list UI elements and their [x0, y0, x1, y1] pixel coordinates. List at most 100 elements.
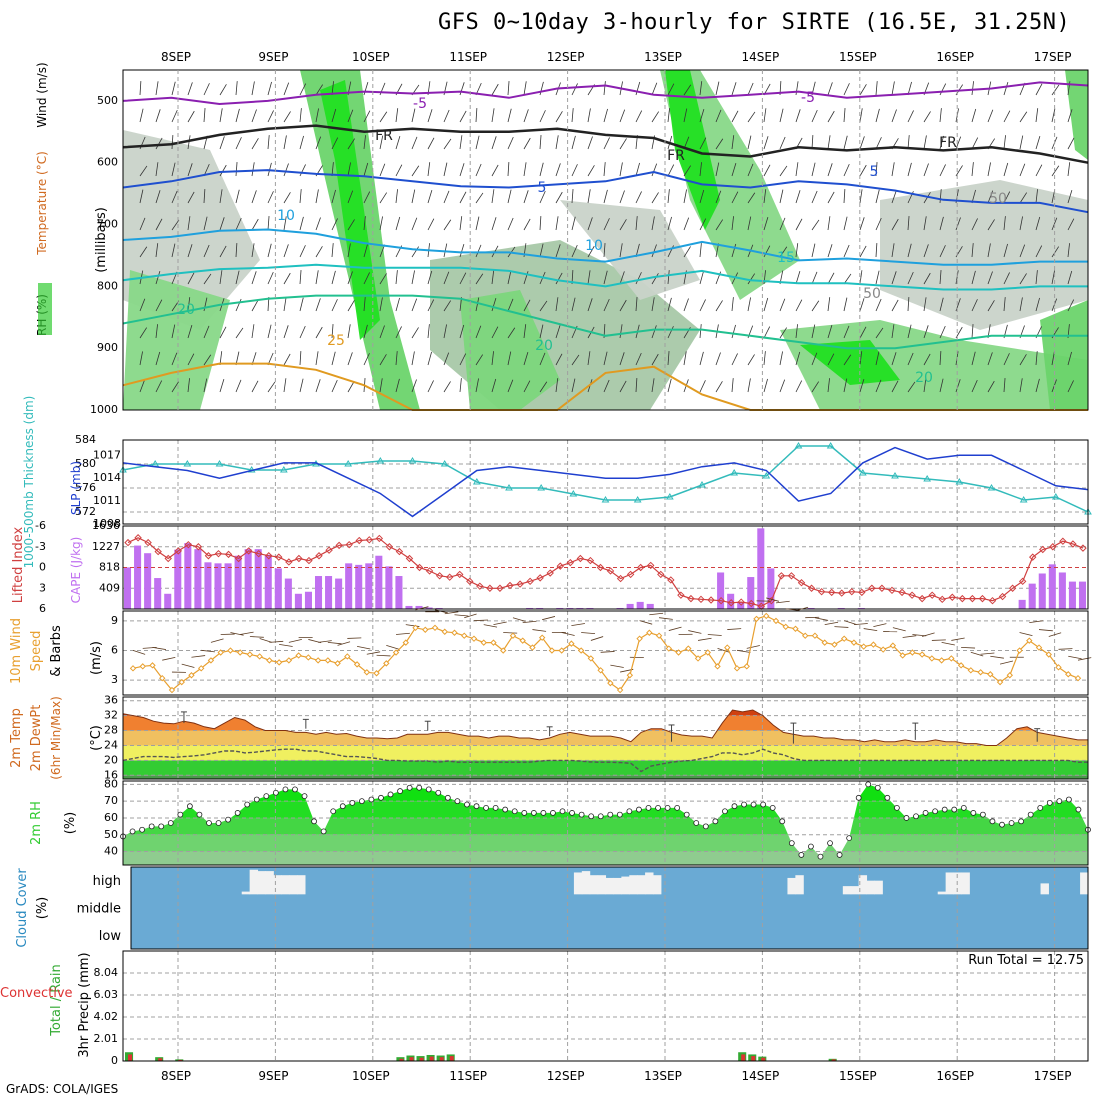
contour-label: 5 — [870, 164, 879, 180]
wind-barb — [376, 654, 391, 657]
wind-barb — [523, 271, 529, 285]
wind-barb — [811, 243, 816, 258]
lifted-index-marker — [858, 588, 866, 597]
thickness-marker — [730, 469, 739, 476]
rh-shading — [1040, 300, 1088, 410]
wind-barb — [411, 189, 416, 204]
wind-barb — [853, 623, 868, 626]
lifted-index-marker — [888, 586, 896, 595]
precip-conv-bar — [449, 1056, 454, 1061]
wind-speed-marker — [334, 660, 341, 667]
x-tick-top: 14SEP — [742, 50, 780, 64]
cape-tick: 1227 — [92, 540, 120, 553]
wind-barb — [203, 273, 212, 285]
wind-barb — [315, 298, 321, 312]
wind-barb — [971, 137, 979, 150]
lifted-index-marker — [144, 538, 152, 547]
thickness-marker — [987, 484, 996, 491]
wind-barb — [961, 646, 976, 649]
lifted-index-marker — [817, 588, 826, 596]
wind-barb — [939, 135, 944, 150]
cape-bar — [616, 607, 624, 609]
wind-barb — [443, 381, 451, 393]
rh-marker — [530, 810, 537, 816]
wind-speed-marker — [577, 647, 585, 654]
wind-barb — [747, 135, 752, 150]
cape-bar — [144, 553, 152, 609]
rh-marker — [817, 853, 824, 860]
wind-barb — [203, 354, 212, 366]
cape-bar — [717, 572, 725, 609]
temp-band — [123, 745, 1088, 761]
wind-axis-label-d: (m/s) — [89, 641, 104, 675]
slp-thickness-panel: 572 576 580 584 1008 1011 1014 1017 1000-500mb T… — [22, 396, 1092, 568]
cape-bar — [274, 568, 282, 609]
wind-speed-marker — [392, 649, 400, 656]
wind-barb — [1067, 109, 1073, 123]
wind-barb — [891, 352, 897, 366]
wind-barb — [283, 82, 290, 96]
cloud-high-cell — [1040, 883, 1049, 895]
wind-barb — [267, 81, 272, 96]
wind-barb — [747, 192, 756, 204]
rh-marker — [387, 791, 394, 798]
wind-barb — [747, 216, 752, 231]
cape-bar — [365, 563, 373, 609]
panel-frame — [122, 439, 1089, 525]
wind-barb — [555, 135, 559, 150]
wind-barb — [814, 617, 829, 621]
cloud-high-cell — [1080, 872, 1089, 895]
pressure-tick: 800 — [97, 279, 118, 292]
wind-barb — [603, 379, 610, 393]
precip-conv-bar — [831, 1059, 836, 1061]
lifted-index-marker — [978, 594, 987, 603]
wind-barb — [171, 381, 180, 393]
wind-barb — [619, 138, 627, 150]
wind-barb — [571, 244, 578, 258]
axis-label-temp: Temperature (°C) — [35, 151, 49, 256]
wind-barb — [859, 298, 865, 312]
wind-barb — [939, 351, 942, 366]
wind-speed-marker — [1074, 674, 1082, 682]
wind-barb — [766, 597, 780, 602]
wind-barb — [1051, 270, 1055, 285]
wind-barb — [907, 297, 910, 312]
wind-barb — [459, 163, 465, 177]
wind-barb — [619, 271, 625, 285]
wind-barb — [971, 218, 978, 231]
wind-barb — [347, 190, 354, 204]
wind-barb — [1019, 216, 1023, 231]
wind-barb — [299, 135, 304, 150]
wind-barb — [859, 326, 867, 339]
x-tick-bottom: 9SEP — [258, 1069, 288, 1083]
wind-barb — [139, 217, 146, 231]
wind-barb — [779, 217, 786, 231]
lifted-index-marker — [254, 549, 263, 558]
wind-speed-marker — [860, 643, 867, 650]
wind-barb — [955, 136, 962, 150]
lifted-index-marker — [586, 556, 595, 565]
wind-barb — [971, 299, 978, 312]
cape-bar — [1038, 573, 1046, 609]
wind-barb — [155, 162, 159, 177]
isotherm-line — [122, 124, 1089, 164]
wind-barb — [299, 245, 306, 258]
wind-barb — [491, 270, 495, 285]
wind-barb — [603, 189, 608, 204]
wind-barb — [843, 216, 848, 231]
wind-barb — [411, 270, 415, 285]
wind-barb — [923, 216, 927, 231]
lifted-index-marker — [214, 549, 223, 558]
panel-frame — [122, 525, 1089, 610]
wind-barb — [379, 163, 386, 177]
wind-speed-line — [132, 615, 1079, 691]
wind-barb — [363, 216, 366, 231]
rh-marker — [540, 810, 547, 816]
wind-barb — [970, 651, 984, 657]
wind-barb — [1067, 380, 1074, 393]
wind-speed-marker — [139, 663, 146, 670]
wind-barb — [459, 110, 467, 123]
lifted-index-marker — [134, 534, 142, 542]
wind-barb — [491, 297, 497, 312]
lifted-index-marker — [908, 591, 916, 599]
